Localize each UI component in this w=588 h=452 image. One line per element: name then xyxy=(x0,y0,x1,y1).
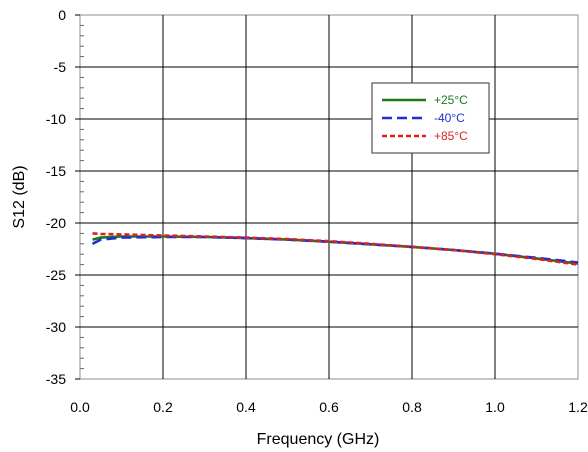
legend-label: -40°C xyxy=(434,111,465,125)
legend-label: +85°C xyxy=(434,129,468,143)
y-tick-label: -30 xyxy=(46,319,66,335)
legend-label: +25°C xyxy=(434,93,468,107)
y-tick-label: -35 xyxy=(46,371,66,387)
y-tick-label: -25 xyxy=(46,267,66,283)
x-tick-label: 0.4 xyxy=(236,399,256,415)
x-tick-label: 0.8 xyxy=(402,399,422,415)
grid-lines xyxy=(75,14,578,380)
series-lines xyxy=(91,232,579,266)
y-tick-label: -20 xyxy=(46,215,66,231)
x-tick-labels: 0.0 0.2 0.4 0.6 0.8 1.0 1.2 xyxy=(70,399,588,415)
series-line xyxy=(92,232,579,266)
y-tick-label: -5 xyxy=(54,59,67,75)
x-axis-title: Frequency (GHz) xyxy=(257,431,380,448)
x-tick-label: 0.0 xyxy=(70,399,90,415)
legend: +25°C -40°C +85°C xyxy=(371,82,490,154)
y-tick-label: -15 xyxy=(46,163,66,179)
y-axis-title: S12 (dB) xyxy=(11,165,28,228)
x-tick-label: 1.0 xyxy=(485,399,505,415)
x-tick-label: 0.2 xyxy=(153,399,173,415)
x-tick-label: 0.6 xyxy=(319,399,339,415)
y-tick-label: 0 xyxy=(58,7,66,23)
x-tick-label: 1.2 xyxy=(568,399,588,415)
y-tick-label: -10 xyxy=(46,111,66,127)
y-tick-labels: 0 -5 -10 -15 -20 -25 -30 -35 xyxy=(46,7,66,387)
